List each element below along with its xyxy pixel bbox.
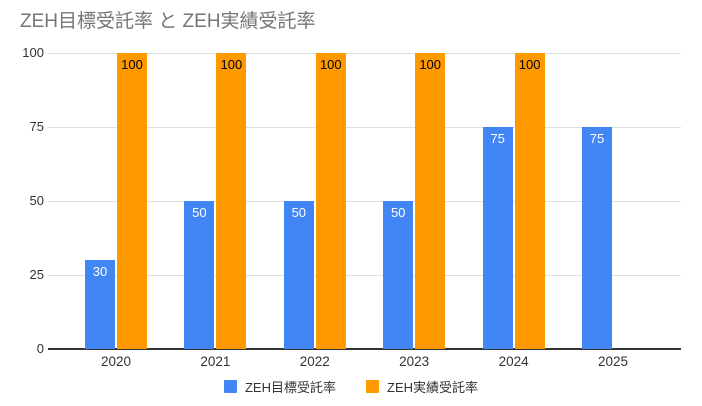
bar-series0-2020[interactable] <box>85 260 115 349</box>
gridline <box>48 201 681 202</box>
bar-series0-2022[interactable] <box>283 201 314 349</box>
bar-value-label: 100 <box>419 57 442 72</box>
gridline <box>48 53 681 54</box>
y-axis-tick-label: 50 <box>29 193 44 208</box>
x-axis-tick-label: 2021 <box>200 354 231 369</box>
x-axis-tick-label: 2023 <box>399 354 430 369</box>
bar-series0-2025[interactable] <box>582 127 612 349</box>
bar-value-label: 50 <box>390 205 406 220</box>
bar-series1-2022[interactable] <box>315 53 346 349</box>
bar-value-label: 100 <box>518 57 541 72</box>
bar-series0-2024[interactable] <box>482 127 513 349</box>
bar-value-label: 30 <box>92 264 108 280</box>
legend-swatch-icon <box>366 379 379 393</box>
x-axis-tick-label: 2022 <box>299 354 330 369</box>
x-axis-line <box>48 348 681 350</box>
legend: ZEH目標受託率 ZEH実績受託率 <box>0 376 702 396</box>
legend-item-series0[interactable]: ZEH目標受託率 <box>223 377 336 396</box>
chart-title: ZEH目標受託率 と ZEH実績受託率 <box>20 11 316 32</box>
bar-value-label: 50 <box>291 205 307 220</box>
bar-series1-2020[interactable] <box>117 53 147 349</box>
x-axis-tick-label: 2025 <box>597 354 629 369</box>
legend-swatch-icon <box>223 379 237 393</box>
bar-value-label: 100 <box>220 57 243 72</box>
legend-label: ZEH実績受託率 <box>387 379 479 395</box>
bar-value-label: 100 <box>121 57 143 72</box>
bar-value-label: 50 <box>192 205 207 220</box>
y-axis-tick-label: 75 <box>29 119 44 134</box>
bar-value-label: 75 <box>589 131 605 146</box>
gridline <box>48 127 681 128</box>
bar-series0-2021[interactable] <box>184 201 215 349</box>
legend-item-series1[interactable]: ZEH実績受託率 <box>366 377 478 396</box>
y-axis-tick-label: 25 <box>29 267 44 282</box>
bar-series1-2023[interactable] <box>415 53 446 349</box>
bar-value-label: 100 <box>319 57 342 72</box>
legend-label: ZEH目標受託率 <box>244 379 336 395</box>
y-axis-tick-label: 100 <box>22 45 44 60</box>
bar-value-label: 75 <box>490 131 505 146</box>
bar-series0-2023[interactable] <box>383 201 414 349</box>
bar-series1-2024[interactable] <box>514 53 545 349</box>
gridline <box>48 275 681 276</box>
x-axis-tick-label: 2020 <box>100 354 132 369</box>
bar-series1-2021[interactable] <box>216 53 247 349</box>
y-axis-tick-label: 0 <box>36 341 44 356</box>
x-axis-tick-label: 2024 <box>498 354 529 369</box>
